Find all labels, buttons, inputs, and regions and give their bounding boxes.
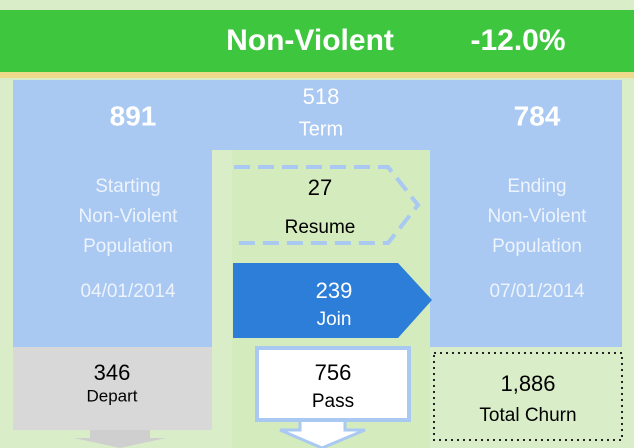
resume-label: Resume — [285, 217, 356, 238]
label-line: Ending — [507, 176, 566, 197]
label-line: Starting — [95, 176, 160, 197]
label-line: Non-Violent — [79, 206, 179, 227]
depart-arrow — [74, 430, 166, 448]
pass-value: 756 — [315, 360, 352, 385]
start-panel — [13, 80, 212, 347]
header-change: -12.0% — [470, 24, 565, 57]
end-label: Ending Non-Violent Population 07/01/2014 — [488, 176, 588, 302]
resume-value: 27 — [308, 175, 332, 200]
label-line: 07/01/2014 — [489, 281, 585, 302]
resume-arrow — [234, 165, 421, 245]
depart-label: Depart — [86, 386, 137, 405]
pass-label: Pass — [312, 391, 354, 412]
depart-value: 346 — [94, 360, 131, 385]
pass-box — [255, 346, 411, 422]
label-line: Population — [83, 236, 173, 257]
header-bar — [0, 10, 634, 72]
depart-panel — [13, 347, 212, 430]
label-line: 04/01/2014 — [80, 281, 176, 302]
header-title: Non-Violent — [226, 24, 394, 57]
join-label: Join — [317, 309, 352, 330]
churn-label: Total Churn — [479, 405, 576, 426]
start-value: 891 — [110, 100, 157, 131]
label-line: Population — [492, 236, 582, 257]
start-label: Starting Non-Violent Population 04/01/2014 — [79, 176, 179, 302]
churn-box — [433, 352, 623, 441]
end-value: 784 — [514, 100, 561, 131]
label-line: Non-Violent — [488, 206, 588, 227]
term-label: Term — [299, 118, 343, 140]
term-panel — [212, 80, 430, 150]
join-value: 239 — [316, 278, 353, 303]
term-value: 518 — [303, 84, 340, 109]
header-rule — [0, 72, 634, 78]
end-panel — [430, 80, 622, 347]
churn-value: 1,886 — [500, 371, 555, 396]
join-arrow — [233, 263, 432, 338]
